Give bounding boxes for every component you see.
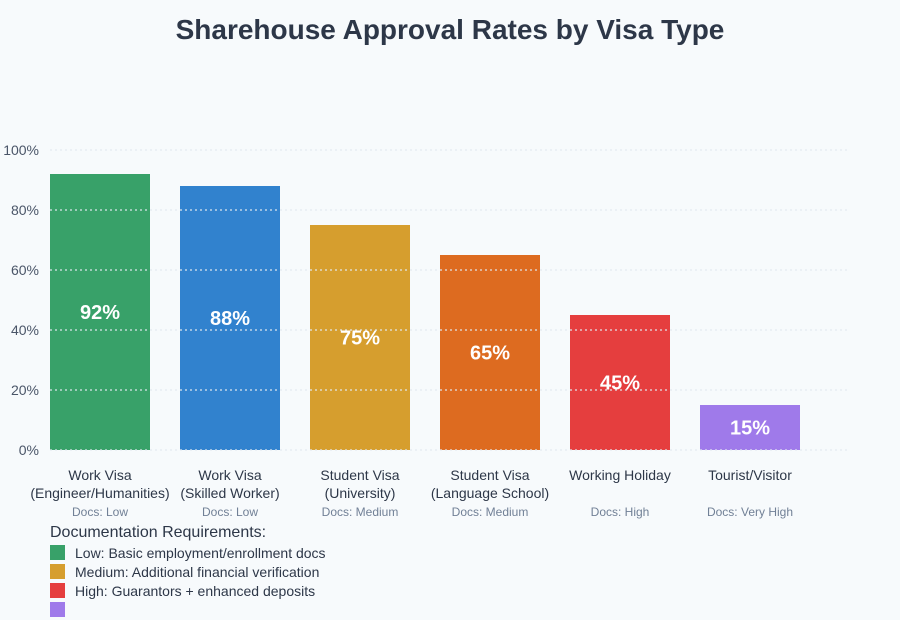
y-tick-label: 80% xyxy=(11,202,39,218)
legend-item: High: Guarantors + enhanced deposits xyxy=(50,581,326,600)
docs-label: Docs: Low xyxy=(202,505,258,519)
value-label: 45% xyxy=(600,373,640,395)
bar xyxy=(50,174,150,450)
bar-chart: 0% 20% 40% 60% 80% 100% 92% Work Visa (Engineer/… xyxy=(3,142,850,519)
legend-item: Medium: Additional financial verificatio… xyxy=(50,562,326,581)
docs-label: Docs: Medium xyxy=(452,505,529,519)
x-tick-label: Working Holiday xyxy=(569,467,671,483)
legend-item xyxy=(50,600,326,619)
y-tick-label: 100% xyxy=(3,142,39,158)
x-tick-label: Work Visa xyxy=(68,467,131,483)
y-tick-label: 0% xyxy=(19,442,39,458)
y-tick-label: 20% xyxy=(11,382,39,398)
x-tick-label: (Skilled Worker) xyxy=(180,485,279,501)
y-tick-label: 60% xyxy=(11,262,39,278)
x-tick-label: Student Visa xyxy=(450,467,529,483)
x-tick-label: Work Visa xyxy=(198,467,261,483)
bar xyxy=(310,225,410,450)
legend-label: Low: Basic employment/enrollment docs xyxy=(75,544,326,561)
legend-item: Low: Basic employment/enrollment docs xyxy=(50,543,326,562)
x-tick-label: Student Visa xyxy=(320,467,399,483)
bar xyxy=(700,405,800,450)
value-label: 65% xyxy=(470,343,510,365)
docs-label: Docs: Medium xyxy=(322,505,399,519)
bar xyxy=(570,315,670,450)
value-label: 88% xyxy=(210,308,250,330)
x-tick-label: (Language School) xyxy=(431,485,549,501)
legend-swatch xyxy=(50,545,65,560)
x-tick-label: (Engineer/Humanities) xyxy=(30,485,169,501)
x-tick-label: (University) xyxy=(325,485,396,501)
legend-swatch xyxy=(50,602,65,617)
legend-label: High: Guarantors + enhanced deposits xyxy=(75,582,316,599)
value-label: 15% xyxy=(730,418,770,440)
legend-swatch xyxy=(50,564,65,579)
bar xyxy=(180,186,280,450)
value-label: 92% xyxy=(80,302,120,324)
docs-label: Docs: Very High xyxy=(707,505,793,519)
legend-swatch xyxy=(50,583,65,598)
docs-label: Docs: Low xyxy=(72,505,128,519)
legend: Documentation Requirements: Low: Basic e… xyxy=(50,523,326,619)
bar xyxy=(440,255,540,450)
legend-label: Medium: Additional financial verificatio… xyxy=(75,563,320,580)
chart-title: Sharehouse Approval Rates by Visa Type xyxy=(175,14,725,45)
docs-label: Docs: High xyxy=(591,505,650,519)
x-tick-label: Tourist/Visitor xyxy=(708,467,792,483)
y-tick-label: 40% xyxy=(11,322,39,338)
legend-title: Documentation Requirements: xyxy=(50,524,267,541)
value-label: 75% xyxy=(340,328,380,350)
